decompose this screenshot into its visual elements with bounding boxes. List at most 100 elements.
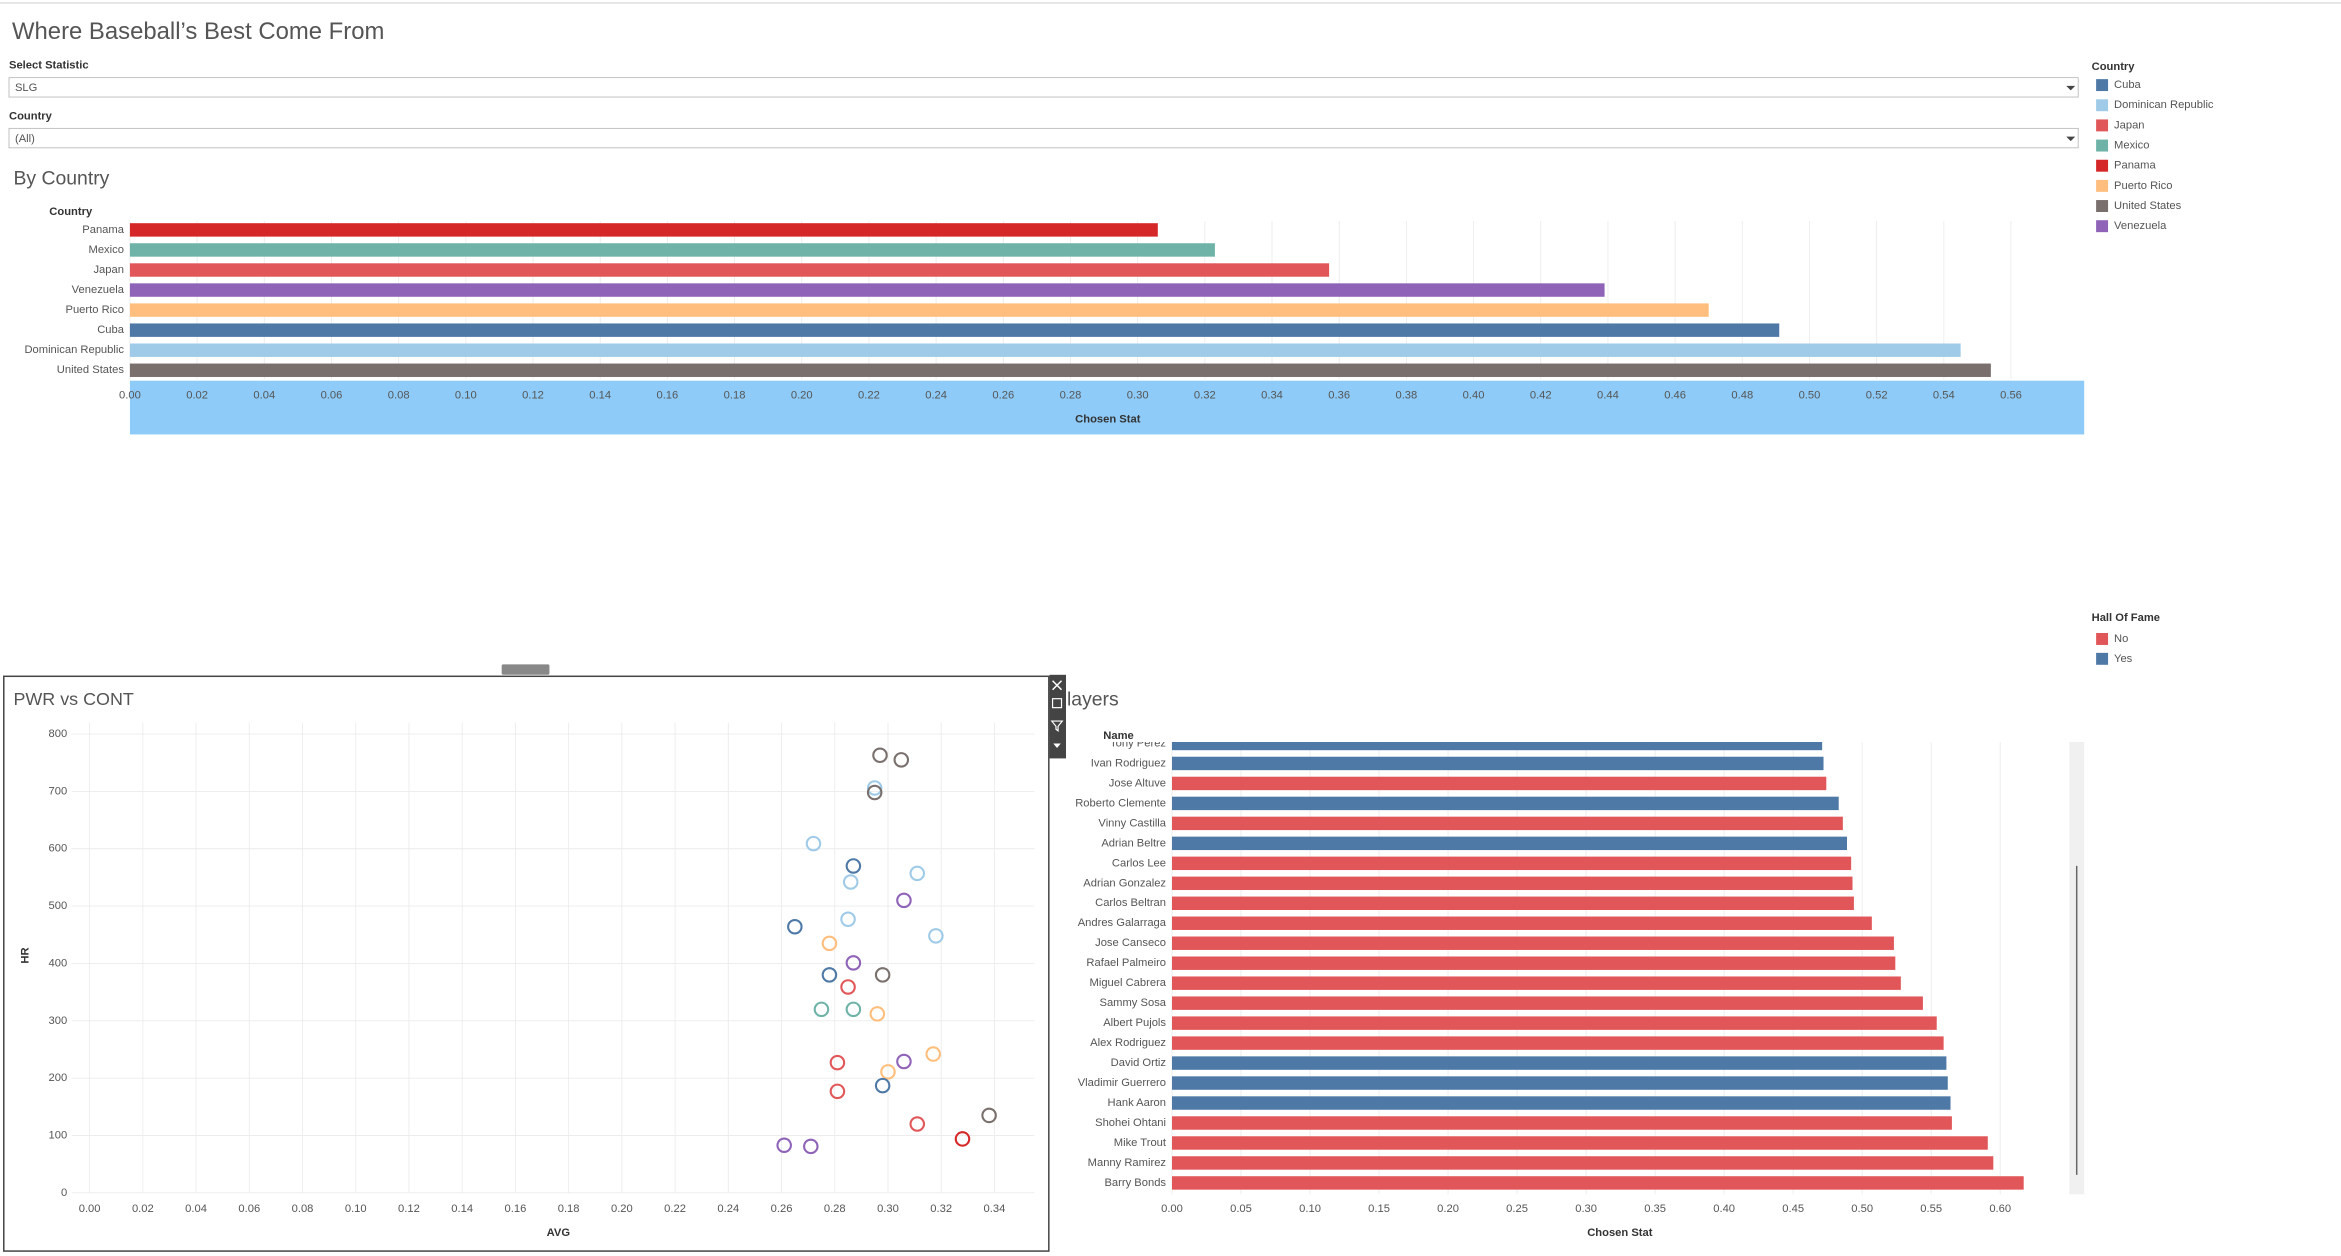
- legend-title: Hall Of Fame: [2092, 612, 2160, 624]
- point: [925, 1046, 941, 1062]
- x-tick-label: 0.02: [132, 1203, 154, 1215]
- legend: Hall Of Fame No Yes: [2092, 612, 2160, 665]
- menu-icon[interactable]: [1053, 743, 1061, 748]
- chart-pwr-cont: PWR vs CONT AVG HR 0.00 0.02 0.04 0.06 0.08 0…: [3, 664, 1066, 1252]
- bar: [129, 303, 1709, 317]
- x-tick-label: 0.42: [1530, 390, 1552, 402]
- y-tick-label: Japan: [93, 264, 123, 276]
- x-tick-label: 0.50: [1799, 390, 1821, 402]
- x-tick-label: 0.06: [238, 1203, 260, 1215]
- legend-swatch: [2096, 200, 2109, 212]
- x-tick-label: 0.06: [321, 390, 343, 402]
- dropdown-value: SLG: [15, 82, 37, 94]
- x-tick-label: 0.10: [345, 1203, 367, 1215]
- x-tick-label: 0.14: [589, 390, 611, 402]
- bar: [1171, 1096, 1951, 1110]
- x-tick-label: 0.04: [185, 1203, 207, 1215]
- legend-label: No: [2114, 633, 2128, 645]
- bar: [129, 343, 1961, 357]
- legend-swatch: [2096, 99, 2109, 112]
- bar: [129, 263, 1330, 277]
- bars: Panama Mexico Japan Venezuela Puerto Rico Cub…: [24, 223, 1991, 377]
- point: [805, 835, 822, 852]
- y-tick-label: Venezuela: [72, 284, 125, 296]
- drag-handle[interactable]: [501, 664, 550, 675]
- x-tick-label: 0.00: [1161, 1203, 1183, 1215]
- bar: [129, 223, 1158, 237]
- y-tick-label: 500: [49, 900, 68, 912]
- x-tick-label: 0.26: [771, 1203, 793, 1215]
- legend: Country Cuba Dominican Republic Japan Mexic…: [2092, 61, 2214, 233]
- x-tick-label: 0.32: [930, 1203, 952, 1215]
- legend-swatch: [2096, 633, 2109, 645]
- y-tick-label: 400: [49, 957, 68, 969]
- x-tick-label: 0.34: [1261, 390, 1283, 402]
- bar: [129, 283, 1605, 297]
- dropdown[interactable]: SLG: [8, 77, 2079, 98]
- legend-swatch: [2096, 119, 2109, 132]
- y-axis-title: Name: [1103, 730, 1133, 742]
- chart-title: By Country: [13, 167, 109, 189]
- legend-swatch: [2096, 220, 2109, 233]
- bar: [1171, 816, 1843, 831]
- close-icon[interactable]: [1052, 680, 1063, 691]
- point: [869, 1006, 886, 1022]
- x-tick-label: 0.20: [791, 390, 813, 402]
- y-tick-label: 300: [49, 1015, 68, 1027]
- dropdown[interactable]: (All): [8, 127, 2079, 149]
- bar: [1171, 756, 1824, 771]
- x-tick-label: 0.38: [1395, 390, 1417, 402]
- point: [874, 1077, 891, 1094]
- point: [866, 784, 883, 801]
- x-tick-label: 0.46: [1664, 390, 1686, 402]
- x-tick-label: 0.28: [1060, 390, 1082, 402]
- x-tick-label: 0.56: [2000, 390, 2022, 402]
- point: [909, 1116, 926, 1132]
- x-tick-label: 0.34: [984, 1203, 1006, 1215]
- point: [880, 1064, 896, 1080]
- y-tick-label: Puerto Rico: [66, 304, 124, 316]
- x-tick-label: 0.05: [1230, 1203, 1252, 1215]
- panel-toolbar[interactable]: [1049, 674, 1066, 759]
- legend-label: Venezuela: [2114, 220, 2167, 232]
- legend-label: Japan: [2114, 119, 2144, 131]
- x-axis-title: AVG: [547, 1227, 571, 1239]
- y-tick-label: 100: [49, 1129, 68, 1141]
- y-tick-label: Ivan Rodriguez: [1091, 757, 1167, 769]
- y-tick-label: Dominican Republic: [24, 344, 124, 356]
- y-tick-label: Carlos Lee: [1112, 857, 1166, 869]
- legend-label: United States: [2114, 200, 2182, 212]
- legend-label: Mexico: [2114, 140, 2149, 152]
- x-tick-label: 0.10: [1299, 1203, 1321, 1215]
- point: [821, 967, 838, 983]
- filter-icon[interactable]: [1050, 720, 1064, 732]
- chart-title: PWR vs CONT: [13, 689, 133, 709]
- y-tick-label: Hank Aaron: [1108, 1097, 1166, 1109]
- x-tick-label: 0.08: [292, 1203, 314, 1215]
- bar: [1171, 1076, 1948, 1090]
- point: [821, 935, 838, 952]
- legend-label: Puerto Rico: [2114, 180, 2172, 192]
- point: [928, 928, 944, 944]
- bar: [1171, 1116, 1952, 1130]
- open-icon[interactable]: [1051, 698, 1063, 709]
- bar: [1171, 836, 1848, 851]
- y-tick-label: 0: [61, 1187, 67, 1199]
- x-tick-label: 0.22: [664, 1203, 686, 1215]
- legend-swatch: [2096, 159, 2109, 172]
- y-tick-label: Adrian Gonzalez: [1083, 877, 1166, 889]
- bar: [129, 323, 1780, 337]
- x-tick-label: 0.28: [824, 1203, 846, 1215]
- y-axis-title: Country: [49, 206, 93, 218]
- point: [845, 955, 862, 971]
- point: [874, 967, 891, 983]
- x-tick-label: 0.12: [522, 390, 544, 402]
- bar: [1171, 996, 1923, 1010]
- legend-swatch: [2096, 179, 2109, 192]
- axis-highlight: [129, 380, 2085, 435]
- x-tick-label: 0.52: [1866, 390, 1888, 402]
- y-tick-label: David Ortiz: [1111, 1057, 1167, 1069]
- bar: [1171, 741, 1823, 751]
- bar: [1171, 876, 1853, 891]
